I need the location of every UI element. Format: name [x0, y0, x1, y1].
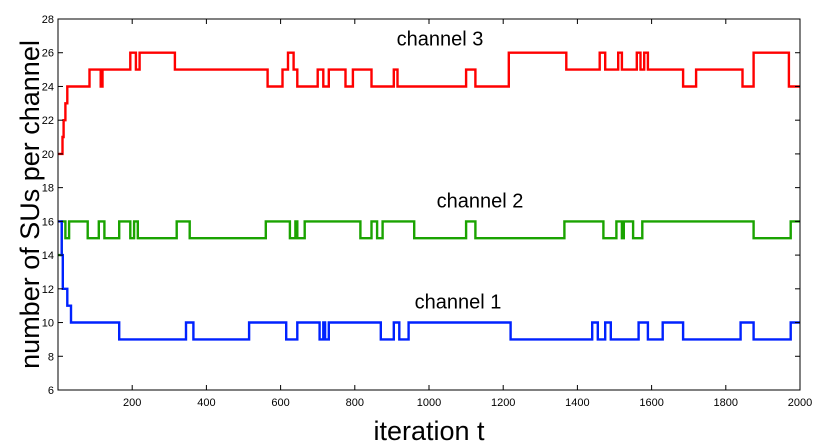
- y-axis-title: number of SUs per channel: [15, 40, 45, 369]
- x-tick-label: 600: [271, 397, 289, 409]
- y-tick-label: 16: [42, 216, 54, 228]
- x-tick-label: 2000: [788, 397, 812, 409]
- y-tick-label: 24: [42, 81, 54, 93]
- y-tick-label: 20: [42, 149, 54, 161]
- series-label-channel-1: channel 1: [415, 292, 502, 314]
- series-line-channel-3: [58, 51, 800, 156]
- x-tick-label: 400: [197, 397, 215, 409]
- x-tick-label: 800: [346, 397, 364, 409]
- x-tick-label: 1800: [714, 397, 738, 409]
- x-tick-label: 1000: [417, 397, 441, 409]
- series-line-channel-2: [58, 220, 800, 257]
- y-tick-label: 26: [42, 48, 54, 60]
- y-tick-label: 22: [42, 115, 54, 127]
- series-layer: [58, 51, 800, 341]
- series-line-channel-1: [58, 220, 800, 341]
- series-label-channel-3: channel 3: [397, 29, 484, 51]
- tick-layer: 200 400 600 800 1000 1200 1400 1600 1800 2000 6 8 10…: [42, 14, 812, 409]
- plot-area-frame: [57, 18, 801, 391]
- x-tick-label: 1600: [639, 397, 663, 409]
- y-tick-label: 10: [42, 318, 54, 330]
- y-tick-label: 18: [42, 183, 54, 195]
- y-tick-label: 28: [42, 14, 54, 26]
- y-tick-label: 6: [48, 385, 54, 397]
- series-label-layer: channel 3 channel 2 channel 1: [397, 29, 524, 314]
- y-tick-label: 12: [42, 284, 54, 296]
- x-tick-label: 200: [123, 397, 141, 409]
- series-label-channel-2: channel 2: [437, 191, 524, 213]
- y-tick-label: 8: [48, 351, 54, 363]
- y-tick-label: 14: [42, 250, 54, 262]
- x-tick-label: 1200: [491, 397, 515, 409]
- x-axis-title: iteration t: [373, 416, 485, 446]
- x-tick-label: 1400: [565, 397, 589, 409]
